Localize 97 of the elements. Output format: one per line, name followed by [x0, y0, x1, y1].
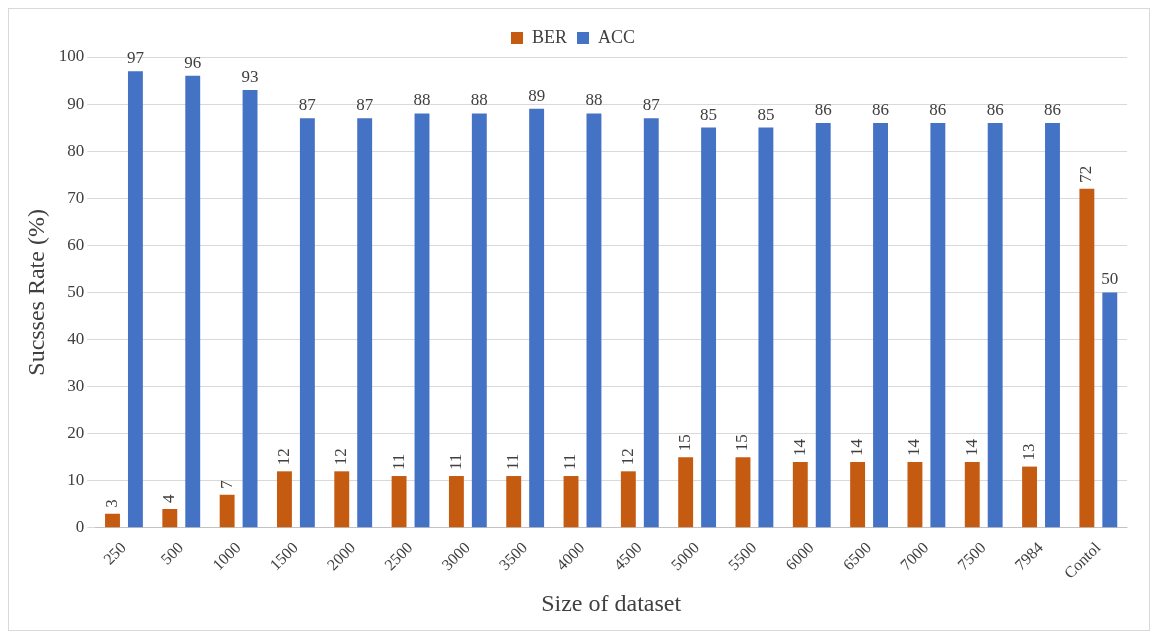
data-label: 88 — [585, 90, 603, 110]
bar — [529, 108, 545, 528]
data-label: 15 — [675, 434, 695, 452]
y-tick-label: 10 — [67, 470, 85, 490]
bar — [563, 476, 579, 528]
data-label: 86 — [814, 99, 832, 119]
bar — [815, 122, 831, 528]
legend-label: ACC — [598, 26, 636, 47]
data-label: 3 — [101, 499, 121, 508]
data-label: 14 — [961, 438, 981, 456]
data-label: 11 — [388, 453, 408, 471]
bar — [127, 71, 143, 528]
data-label: 86 — [872, 99, 890, 119]
bar — [620, 471, 636, 528]
bar — [643, 118, 659, 528]
x-tick-label: 1000 — [209, 538, 244, 574]
bar — [448, 476, 464, 528]
data-label: 93 — [241, 66, 259, 86]
bar — [987, 122, 1003, 528]
data-label: 14 — [789, 438, 809, 456]
x-tick-label: 250 — [100, 538, 130, 568]
x-tick-label: 4000 — [552, 538, 588, 574]
bar — [1102, 292, 1118, 528]
y-axis-title: Sucsses Rate (%) — [22, 209, 49, 376]
data-label: 13 — [1019, 443, 1039, 461]
data-label: 88 — [413, 90, 431, 110]
bar — [506, 476, 522, 528]
bar — [276, 471, 292, 528]
x-tick-label: 4500 — [610, 538, 645, 574]
y-tick-label: 30 — [67, 376, 85, 396]
data-label: 86 — [1043, 99, 1061, 119]
bar — [873, 122, 888, 528]
bar — [219, 494, 235, 528]
data-label: 97 — [126, 48, 145, 68]
x-tick-label: 6500 — [839, 538, 875, 574]
x-tick-label: 7500 — [954, 538, 989, 574]
bar — [105, 513, 120, 528]
bar — [242, 89, 258, 528]
bar — [471, 113, 487, 528]
data-label: 87 — [642, 95, 661, 115]
data-label: 15 — [732, 434, 752, 452]
bar — [850, 461, 866, 528]
y-tick-label: 90 — [67, 93, 85, 113]
data-label: 12 — [273, 448, 293, 466]
data-label: 7 — [216, 479, 236, 489]
data-label: 11 — [560, 453, 580, 471]
bar — [334, 471, 350, 528]
bar — [414, 113, 430, 528]
x-tick-label: 7000 — [896, 538, 932, 574]
data-label: 50 — [1101, 269, 1119, 289]
bar — [1045, 122, 1060, 528]
bar — [964, 461, 980, 528]
data-label: 86 — [929, 99, 947, 119]
bar — [930, 122, 946, 528]
y-tick-label: 70 — [67, 187, 85, 207]
bar — [1022, 466, 1038, 528]
data-label: 14 — [847, 438, 867, 456]
data-label: 14 — [904, 438, 924, 456]
data-label: 89 — [528, 85, 546, 105]
bar — [1079, 188, 1095, 528]
data-label: 85 — [700, 104, 718, 124]
bar — [357, 118, 373, 528]
data-label: 96 — [184, 52, 202, 72]
y-tick-label: 80 — [67, 140, 85, 160]
data-label: 85 — [757, 104, 775, 124]
data-label: 72 — [1076, 165, 1096, 183]
y-tick-label: 60 — [67, 234, 85, 254]
data-label: 4 — [159, 493, 179, 503]
bar — [185, 75, 201, 528]
bar — [758, 127, 774, 528]
y-tick-label: 0 — [75, 517, 85, 537]
bar — [162, 508, 178, 528]
y-tick-label: 50 — [67, 281, 85, 301]
data-label: 12 — [617, 448, 637, 466]
y-tick-label: 20 — [67, 423, 85, 443]
bar — [792, 461, 808, 528]
x-tick-label: 1500 — [266, 538, 301, 574]
data-label: 11 — [503, 453, 523, 471]
x-tick-label: 6000 — [782, 538, 817, 574]
data-label: 86 — [986, 99, 1004, 119]
bar — [299, 118, 315, 528]
legend-label: BER — [531, 26, 568, 47]
data-label: 12 — [331, 448, 351, 466]
y-tick-label: 100 — [58, 46, 85, 66]
x-tick-label: 500 — [157, 538, 187, 568]
bar — [907, 461, 923, 528]
bar — [391, 476, 407, 528]
data-label: 87 — [356, 95, 374, 115]
data-label: 87 — [298, 95, 317, 115]
y-tick-label: 40 — [67, 328, 85, 348]
x-axis-title: Size of dataset — [541, 589, 682, 616]
bar — [735, 457, 751, 528]
bar — [678, 457, 694, 528]
bar — [701, 127, 717, 528]
data-label: 88 — [470, 90, 488, 110]
bar — [586, 113, 602, 528]
data-label: 11 — [445, 453, 465, 471]
